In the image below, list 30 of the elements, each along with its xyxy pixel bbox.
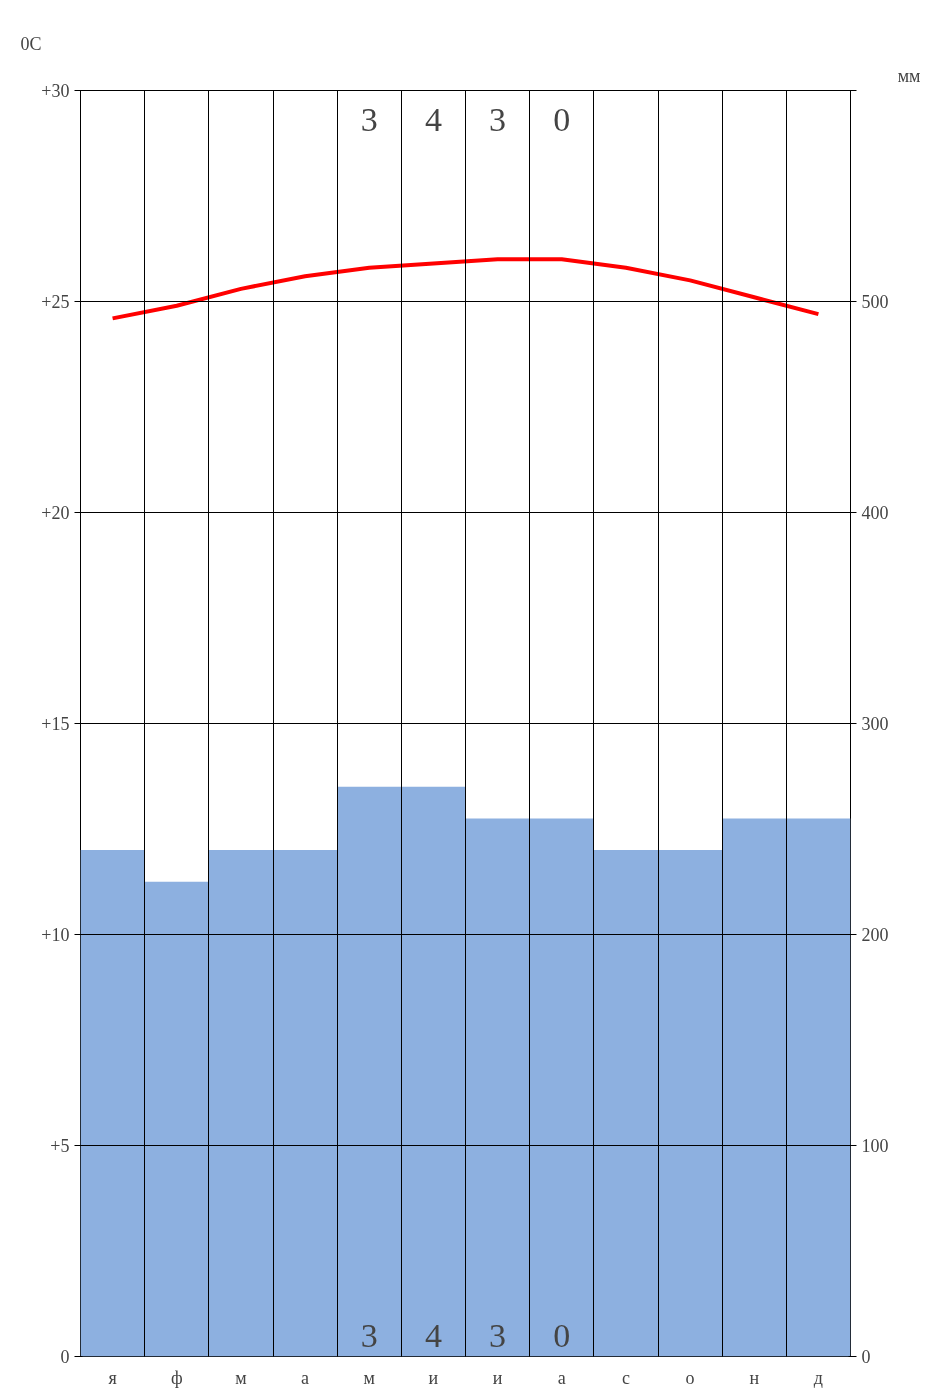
x-tick-label: с bbox=[621, 1367, 630, 1388]
y-tick-label: +20 bbox=[41, 503, 70, 523]
y-tick-label: +25 bbox=[41, 292, 70, 312]
y-tick-label: +5 bbox=[50, 1136, 70, 1156]
x-tick-label: а bbox=[301, 1367, 310, 1388]
y2-tick-label: 0 bbox=[861, 1347, 871, 1367]
y2-tick-label: 500 bbox=[861, 292, 889, 312]
text: 3 4 3 0 bbox=[360, 1316, 571, 1354]
x-tick-label: а bbox=[557, 1367, 566, 1388]
line-series bbox=[110, 257, 821, 321]
x-tick-label: н bbox=[749, 1367, 760, 1388]
x-tick-label: о bbox=[685, 1367, 695, 1388]
y-tick-label: +10 bbox=[41, 925, 70, 945]
x-tick-label: м bbox=[235, 1367, 247, 1388]
x-tick-label: я bbox=[108, 1367, 117, 1388]
y2-axis-title: мм bbox=[897, 65, 921, 86]
y2-tick-label: 200 bbox=[861, 925, 889, 945]
x-tick-label: и bbox=[492, 1367, 503, 1388]
x-tick-label: д bbox=[813, 1367, 824, 1388]
x-tick-label: и bbox=[428, 1367, 439, 1388]
y-axis-title: 0C bbox=[20, 33, 42, 54]
text: 3 4 3 0 bbox=[360, 100, 571, 138]
y-tick-label: +15 bbox=[41, 714, 70, 734]
y-tick-label: 0 bbox=[60, 1347, 70, 1367]
y2-tick-label: 300 bbox=[861, 714, 889, 734]
x-tick-label: ф bbox=[170, 1367, 183, 1388]
y-tick-label: +30 bbox=[41, 81, 70, 101]
y2-tick-label: 100 bbox=[861, 1136, 889, 1156]
x-tick-label: м bbox=[363, 1367, 375, 1388]
y2-tick-label: 400 bbox=[861, 503, 889, 523]
